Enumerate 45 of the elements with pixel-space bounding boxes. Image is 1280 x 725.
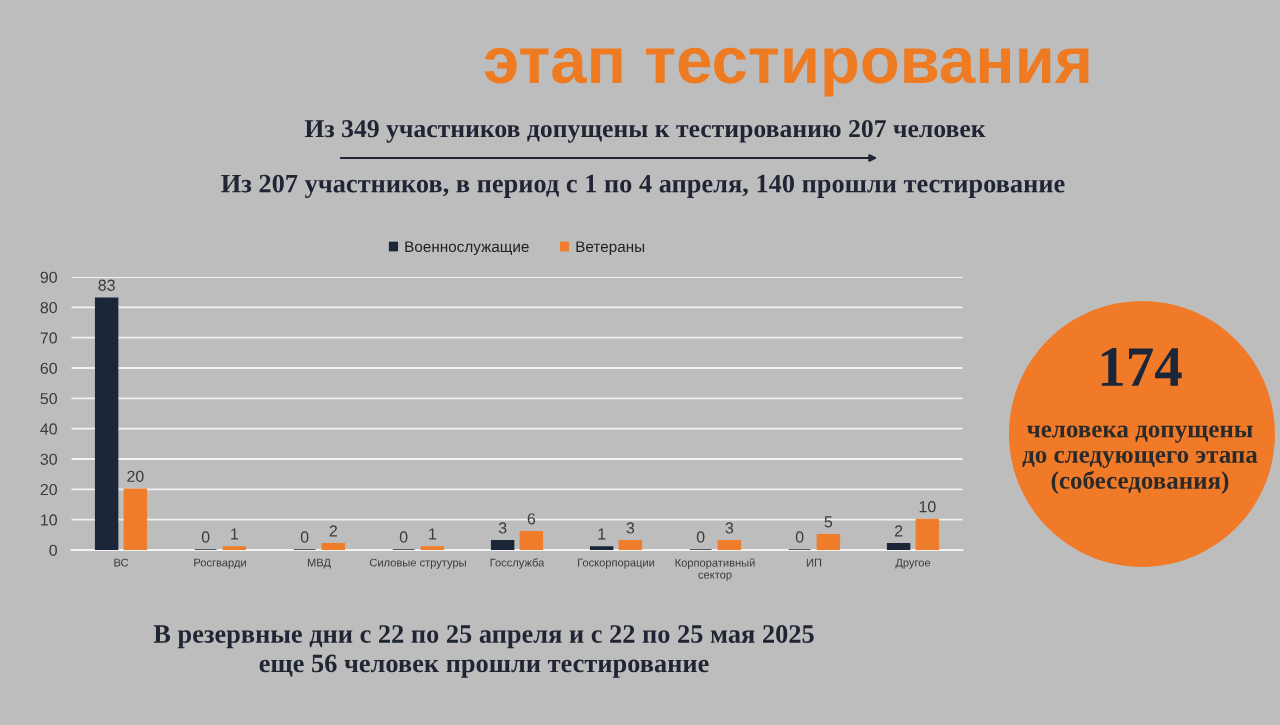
data-label: 0	[696, 531, 705, 543]
x-tick-label: МВД	[307, 558, 331, 569]
y-tick-label: 90	[40, 271, 57, 283]
x-tick-label: ВС	[114, 558, 129, 567]
data-label: 0	[795, 531, 804, 543]
x-tick-label: Росгварди	[194, 558, 246, 569]
y-tick-label: 0	[49, 544, 57, 556]
data-label: 2	[329, 525, 337, 537]
x-tick-label: Силовые струтуры	[369, 558, 466, 569]
data-label: 0	[300, 531, 309, 543]
chart-title: этап тестирования	[484, 47, 1089, 97]
text: человека допущены до следующего этапа (собеседования)	[1022, 425, 1258, 494]
legend-label: Ветераны	[576, 241, 645, 256]
chart-subtitle: Из 349 участников допущены к тестированию 207 человек	[304, 120, 986, 143]
data-label: 0	[399, 531, 408, 543]
data-label: 1	[429, 528, 437, 540]
y-tick-label: 70	[40, 332, 57, 344]
x-tick-label: Корпоративный сектор	[675, 558, 755, 581]
x-tick-label: ИП	[806, 558, 822, 567]
y-tick-label: 30	[40, 453, 57, 465]
y-tick-label: 80	[40, 301, 57, 314]
y-tick-label: 60	[40, 362, 57, 374]
data-label: 3	[725, 522, 734, 534]
data-label: 10	[919, 501, 936, 513]
data-label: 1	[231, 528, 239, 540]
y-tick-label: 10	[41, 514, 57, 526]
data-label: 3	[626, 522, 635, 534]
x-tick-label: Другое	[895, 558, 931, 569]
text: 174	[1101, 348, 1182, 386]
data-label: 0	[201, 531, 210, 543]
data-label: 6	[527, 513, 536, 525]
x-tick-label: Госслужба	[490, 558, 545, 569]
y-tick-label: 20	[40, 483, 57, 496]
legend-label: Военнослужащие	[405, 241, 529, 256]
y-tick-label: 40	[40, 423, 57, 435]
data-label: 1	[598, 528, 606, 540]
data-label: 3	[498, 522, 507, 534]
data-label: 2	[895, 525, 903, 537]
text: В резервные дни с 22 по 25 апреля и с 22 по 25 мая 2025 еще 56 человек прошли тестирование	[153, 625, 814, 678]
data-label: 83	[98, 279, 115, 291]
text: Из 207 участников, в период с 1 по 4 апреля, 140 прошли тестирование	[221, 174, 1065, 198]
data-label: 5	[824, 516, 833, 528]
data-label: 20	[127, 470, 144, 483]
y-tick-label: 50	[40, 392, 57, 405]
x-tick-label: Госкорпорации	[578, 558, 655, 569]
